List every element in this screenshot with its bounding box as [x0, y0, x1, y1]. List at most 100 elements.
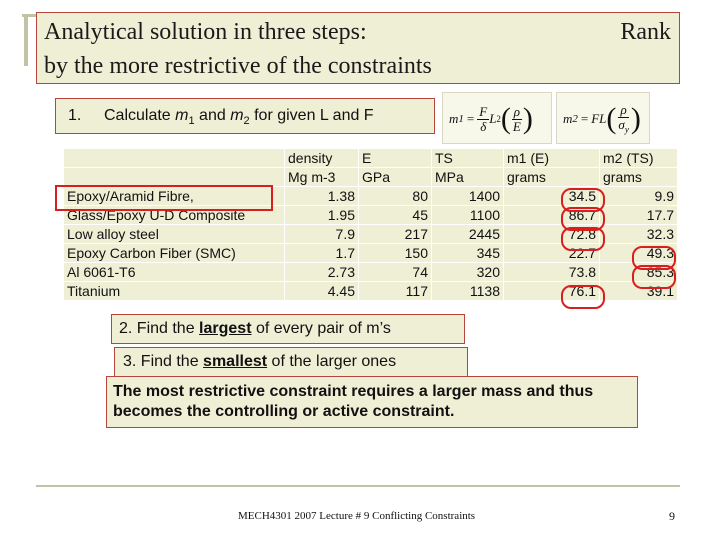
step-2-prefix: 2. Find the: [119, 320, 200, 337]
formula-m1-rparen: ): [522, 102, 533, 135]
formula-m2-lhs: m: [563, 111, 573, 126]
step-1-and: and: [194, 107, 231, 124]
table-header-row: density E TS m1 (E) m2 (TS): [63, 148, 678, 168]
density-cell: 1.95: [284, 205, 359, 225]
m2-symbol: m: [230, 107, 244, 124]
density-cell: 1.7: [284, 243, 359, 263]
formula-m1-eq: =: [466, 111, 475, 126]
formula-m2-rho: ρ: [618, 102, 629, 118]
m1-highlight-ring: [561, 227, 605, 251]
materials-table: density E TS m1 (E) m2 (TS) Mg m-3 GPa M…: [63, 148, 678, 301]
units-cell: Mg m-3: [284, 167, 359, 187]
formula-m2-sigma-sub: y: [624, 124, 629, 135]
formula-m2-rparen: ): [630, 102, 641, 135]
material-name: Titanium: [63, 281, 285, 301]
step-1-text: Calculate m1 and m2 for given L and F: [104, 107, 374, 127]
density-cell: 2.73: [284, 262, 359, 282]
step-2-emphasis: largest: [199, 320, 252, 337]
step-2-suffix: of every pair of m’s: [251, 320, 391, 337]
modulus-cell: 45: [358, 205, 432, 225]
m1-symbol: m: [175, 107, 189, 124]
m2-cell: 17.7: [599, 205, 678, 225]
conclusion-box: The most restrictive constraint requires…: [106, 376, 638, 428]
modulus-cell: 217: [358, 224, 432, 244]
formula-m1-lhs: m: [449, 111, 459, 126]
units-cell: MPa: [431, 167, 504, 187]
formula-m1-lparen: (: [500, 102, 511, 135]
material-name: Al 6061-T6: [63, 262, 285, 282]
formula-m2-lparen: (: [606, 102, 617, 135]
modulus-cell: 150: [358, 243, 432, 263]
header-cell: m2 (TS): [599, 148, 678, 168]
formula-m2-fl: FL: [591, 111, 607, 126]
formula-m1-exp: 2: [496, 114, 501, 124]
header-cell: E: [358, 148, 432, 168]
epoxy-aramid-highlight: [55, 185, 273, 211]
table-units-row: Mg m-3 GPa MPa grams grams: [63, 167, 678, 187]
table-row: Epoxy/Aramid Fibre, 1.38 80 1400 34.5 9.…: [63, 186, 678, 206]
m2-highlight-ring: [632, 246, 676, 270]
title-line-1: Analytical solution in three steps:: [44, 19, 367, 45]
formula-m2-rho-over-sigma: ρ σy: [616, 103, 630, 135]
header-cell: [63, 148, 285, 168]
step-1-number: 1.: [68, 107, 82, 124]
strength-cell: 2445: [431, 224, 504, 244]
m1-highlight-ring: [561, 188, 605, 212]
formula-m1-rho: ρ: [511, 103, 523, 120]
page-number: 9: [669, 509, 675, 523]
formula-m1-e: E: [512, 118, 521, 134]
formula-m1-l: L: [489, 111, 497, 126]
formula-m2-eq: =: [580, 111, 589, 126]
footer-rule: [36, 485, 680, 487]
step-2-box: 2. Find the largest of every pair of m’s: [111, 314, 465, 344]
step-3-box: 3. Find the smallest of the larger ones: [114, 347, 468, 377]
strength-cell: 1138: [431, 281, 504, 301]
m2-cell: 32.3: [599, 224, 678, 244]
formula-m2-sigma-symbol: σ: [618, 116, 625, 132]
m1-highlight-ring: [561, 207, 605, 231]
density-cell: 7.9: [284, 224, 359, 244]
m2-highlight-ring: [632, 265, 676, 289]
step-1-text-after: for given L and F: [249, 107, 374, 124]
modulus-cell: 80: [358, 186, 432, 206]
step-1-box: 1. Calculate m1 and m2 for given L and F: [55, 98, 435, 134]
rank-label: Rank: [620, 19, 671, 45]
formula-m2-sigma: σy: [616, 116, 630, 135]
title-banner: Analytical solution in three steps: by t…: [36, 12, 680, 84]
formula-m1-f: F: [477, 103, 490, 120]
m1-cell: 73.8: [503, 262, 600, 282]
density-cell: 1.38: [284, 186, 359, 206]
m1-cell: 34.5: [503, 186, 600, 206]
step-3-suffix: of the larger ones: [267, 353, 397, 370]
units-cell: GPa: [358, 167, 432, 187]
strength-cell: 1400: [431, 186, 504, 206]
units-cell: grams: [599, 167, 678, 187]
units-cell: grams: [503, 167, 600, 187]
modulus-cell: 117: [358, 281, 432, 301]
m1-subscript: 1: [188, 115, 195, 128]
footer-text: MECH4301 2007 Lecture # 9 Conflicting Co…: [238, 510, 476, 522]
step-1-text-before: Calculate: [104, 107, 176, 124]
density-cell: 4.45: [284, 281, 359, 301]
title-decoration-post: [24, 16, 28, 66]
modulus-cell: 74: [358, 262, 432, 282]
header-cell: TS: [431, 148, 504, 168]
material-name: Epoxy/Aramid Fibre,: [63, 186, 285, 206]
formula-m1-sub: 1: [458, 113, 464, 125]
material-name: Epoxy Carbon Fiber (SMC): [63, 243, 285, 263]
formula-m1-delta: δ: [480, 118, 487, 134]
m2-cell: 9.9: [599, 186, 678, 206]
step-3-emphasis: smallest: [203, 353, 268, 370]
step-3-prefix: 3. Find the: [123, 353, 204, 370]
m1-highlight-ring: [561, 285, 605, 309]
units-cell: [63, 167, 285, 187]
strength-cell: 1100: [431, 205, 504, 225]
strength-cell: 345: [431, 243, 504, 263]
material-name: Low alloy steel: [63, 224, 285, 244]
m2-subscript: 2: [243, 115, 250, 128]
formula-m2-sub: 2: [572, 113, 578, 125]
